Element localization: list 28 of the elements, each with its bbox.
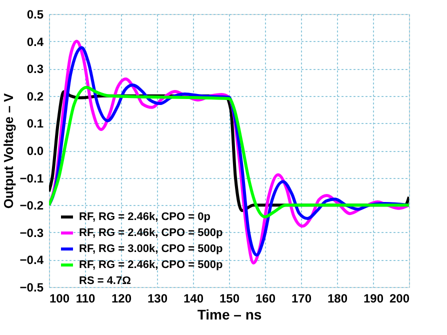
y-tick-label: 0.0 — [26, 144, 44, 158]
x-tick-label: 170 — [291, 292, 312, 306]
x-tick-label: 150 — [219, 292, 240, 306]
x-axis-title: Time – ns — [197, 306, 262, 322]
x-tick-label: 180 — [327, 292, 348, 306]
y-tick-label: 0.4 — [26, 34, 44, 49]
legend-label: RF, RG = 2.46k, CPO = 0p — [79, 211, 211, 223]
y-tick-label: −0.3 — [20, 226, 44, 240]
x-tick-label: 100 — [50, 292, 70, 306]
y-tick-label: 0.2 — [26, 89, 44, 104]
legend-label: RF, RG = 2.46k, CPO = 500p — [79, 227, 223, 239]
x-tick-label: 190 — [363, 292, 384, 306]
y-axis-title: Output Voltage – V — [0, 93, 16, 209]
legend-label: RF, RG = 2.46k, CPO = 500p RS = 4.7Ω — [79, 259, 223, 287]
y-tick-label: −0.4 — [20, 253, 44, 268]
y-tick-label: 0.1 — [26, 116, 44, 131]
x-tick-label: 160 — [255, 292, 276, 306]
x-tick-label: 140 — [183, 292, 204, 306]
x-tick-label: 110 — [76, 292, 96, 306]
y-tick-label: 0.3 — [26, 62, 44, 76]
legend-label: RF, RG = 3.00k, CPO = 500p — [79, 243, 223, 255]
x-tick-label: 130 — [147, 292, 168, 306]
x-tick-label: 120 — [111, 292, 132, 306]
x-tick-label: 200 — [389, 292, 410, 306]
y-tick-label: −0.2 — [20, 198, 44, 213]
y-tick-label: −0.5 — [20, 280, 44, 294]
y-tick-label: 0.5 — [26, 8, 44, 22]
y-tick-label: −0.1 — [20, 171, 44, 186]
